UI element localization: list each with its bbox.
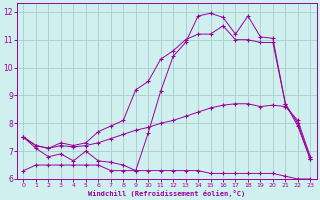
- X-axis label: Windchill (Refroidissement éolien,°C): Windchill (Refroidissement éolien,°C): [88, 190, 245, 197]
